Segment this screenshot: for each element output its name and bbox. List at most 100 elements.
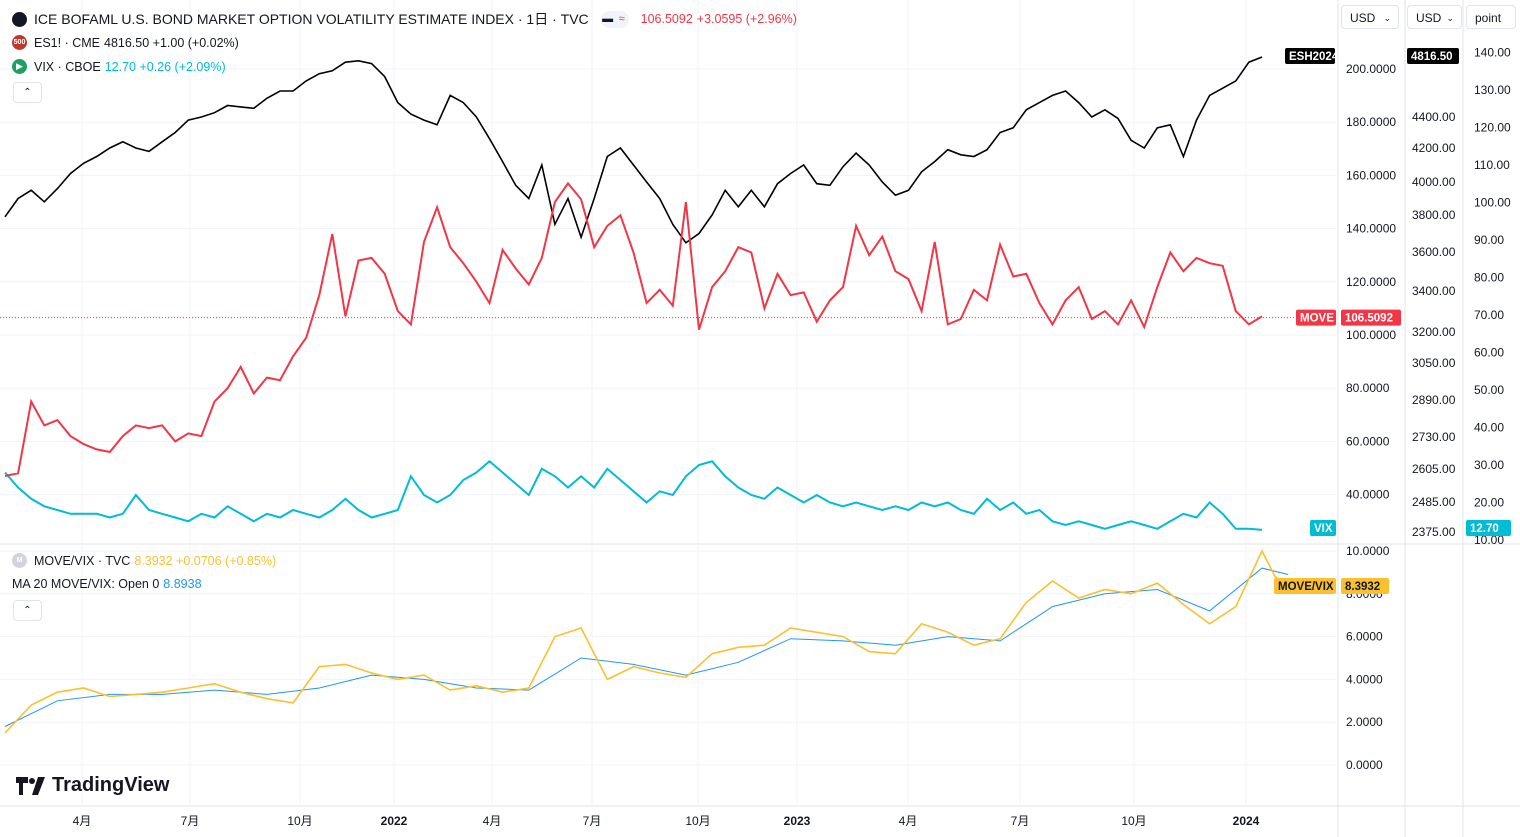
unit-select[interactable]: point [1466,5,1516,29]
move-series-line [4,181,1263,477]
es-axis-tick: 2730.00 [1412,430,1456,444]
lower-value: 8.3932 +0.0706 (+0.85%) [134,553,277,568]
es-axis-tick: 4400.00 [1412,110,1456,124]
move-axis-tick: 100.0000 [1346,328,1396,342]
time-axis-tick: 10月 [1121,814,1146,828]
tvc-logo-icon [12,11,27,27]
time-axis-tick: 2024 [1233,814,1260,828]
vix-axis-tick: 80.00 [1474,271,1504,285]
es-price-label: 4816.50 [1411,51,1453,63]
time-axis-tick: 2023 [784,814,811,828]
es-series-line [4,56,1263,244]
time-axis-tick: 7月 [1011,814,1030,828]
move-axis-tick: 140.0000 [1346,222,1396,236]
vix-badge-icon: ▶ [12,59,27,74]
legend-es: 500 ES1! · CME 4816.50 +1.00 (+0.02%) [12,35,239,50]
collapse-legend-button[interactable]: ⌃ [13,82,42,103]
vix-axis-tick: 10.00 [1474,533,1504,547]
collapse-lower-legend-button[interactable]: ⌃ [13,600,42,621]
vix-axis-tick: 30.00 [1474,458,1504,472]
es-axis-tick: 2375.00 [1412,525,1456,539]
ratio-price-label-bg [1341,578,1389,594]
es-axis-tick: 3600.00 [1412,245,1456,259]
es-axis-tick: 3200.00 [1412,325,1456,339]
move-axis-tick: 40.0000 [1346,488,1390,502]
ratio-name-label: MOVE/VIX [1278,581,1334,593]
es-axis-tick: 2605.00 [1412,462,1456,476]
legend-es-name: ES1! · CME [34,35,100,50]
lower-name: MOVE/VIX · TVC [34,553,131,568]
ma-name: MA 20 MOVE/VIX: Open 0 [12,577,160,591]
compare-pill[interactable]: ▬ ≈ [600,10,629,28]
time-axis-tick: 7月 [583,814,602,828]
vix-price-label: 12.70 [1470,523,1499,535]
time-axis-tick: 4月 [899,814,918,828]
vix-axis-tick: 20.00 [1474,496,1504,510]
wave-icon[interactable]: ≈ [618,13,625,25]
move-axis-tick: 120.0000 [1346,275,1396,289]
legend-vix: ▶ VIX · CBOE 12.70 +0.26 (+2.09%) [12,59,226,74]
es-name-label-bg [1285,48,1335,64]
time-axis-tick: 10月 [685,814,710,828]
currency-select-1[interactable]: USD ⌄ [1341,5,1399,29]
tradingview-logo-text: TradingView [52,774,170,796]
es-axis-tick: 3800.00 [1412,208,1456,222]
move-axis-tick: 160.0000 [1346,168,1396,182]
ratio-price-label: 8.3932 [1345,581,1380,593]
ratio-name-label-bg [1274,578,1336,594]
main-change: +3.0595 (+2.96%) [696,12,797,26]
ratio-series-line [4,549,1289,734]
vix-axis-tick: 140.00 [1474,46,1511,60]
vix-axis-tick: 100.00 [1474,196,1511,210]
ma-legend: MA 20 MOVE/VIX: Open 0 8.8938 [12,577,202,591]
move-price-label-bg [1341,309,1401,326]
ma-value: 8.8938 [163,577,202,591]
vix-axis-tick: 110.00 [1474,158,1510,172]
currency-select-2[interactable]: USD ⌄ [1407,5,1462,29]
time-axis-tick: 10月 [287,814,312,828]
time-axis-tick: 2022 [381,814,408,828]
move-axis-tick: 180.0000 [1346,115,1396,129]
vix-name-label-bg [1310,520,1336,536]
ratio-axis-tick: 0.0000 [1346,758,1383,772]
ratio-axis-tick: 2.0000 [1346,715,1383,729]
tradingview-logo-icon [16,776,45,795]
chevron-up-icon: ⌃ [23,87,32,98]
time-axis-tick: 4月 [483,814,502,828]
legend-vix-value: 12.70 +0.26 (+2.09%) [104,59,226,74]
ma-series-line [4,567,1289,727]
time-axis-tick: 7月 [181,814,200,828]
move-name-label-bg [1296,309,1336,326]
vix-axis-tick: 120.00 [1474,121,1511,135]
vix-price-label-bg [1466,520,1511,536]
lower-legend: M MOVE/VIX · TVC 8.3932 +0.0706 (+0.85%) [12,553,276,568]
vix-series-line [4,459,1263,531]
es-price-label-bg [1407,48,1459,64]
es-axis-tick: 2485.00 [1412,495,1456,509]
minus-icon[interactable]: ▬ [602,13,614,25]
tradingview-logo: TradingView [16,774,169,797]
move-axis-tick: 80.0000 [1346,381,1390,395]
chevron-up-icon: ⌃ [23,605,32,616]
legend-vix-name: VIX · CBOE [34,59,101,74]
move-axis-tick: 200.0000 [1346,62,1396,76]
ratio-axis-tick: 4.0000 [1346,672,1383,686]
vix-axis-tick: 50.00 [1474,383,1504,397]
lower-badge-icon: M [12,553,27,568]
vix-axis-tick: 70.00 [1474,308,1504,322]
move-name-label: MOVE [1300,313,1334,325]
es-axis-tick: 4000.00 [1412,175,1456,189]
time-axis-tick: 4月 [73,814,92,828]
es-axis-tick: 3050.00 [1412,356,1456,370]
vix-axis-tick: 40.00 [1474,421,1504,435]
main-legend: ICE BOFAML U.S. BOND MARKET OPTION VOLAT… [12,9,797,29]
vix-axis-tick: 60.00 [1474,346,1504,360]
legend-es-value: 4816.50 +1.00 (+0.02%) [104,35,239,50]
main-title: ICE BOFAML U.S. BOND MARKET OPTION VOLAT… [34,11,589,27]
chevron-down-icon: ⌄ [1446,13,1454,23]
vix-axis-tick: 90.00 [1474,233,1504,247]
ratio-axis-tick: 10.0000 [1346,544,1390,558]
main-value: 106.5092 [640,12,693,26]
vix-axis-tick: 130.00 [1474,83,1511,97]
